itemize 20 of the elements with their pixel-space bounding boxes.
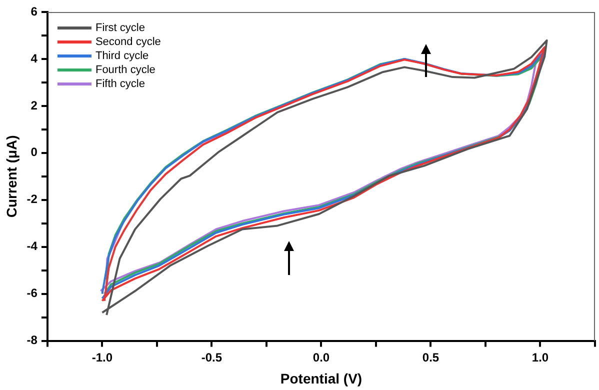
- x-tick-label: 0.5: [422, 350, 440, 364]
- x-tick-label: 0.0: [312, 350, 330, 364]
- legend-label: Second cycle: [95, 36, 161, 48]
- x-axis-title: Potential (V): [280, 370, 362, 386]
- y-axis-title: Current (μA): [3, 135, 20, 218]
- legend-label: Fifth cycle: [95, 78, 145, 90]
- y-tick-label: -4: [26, 239, 38, 254]
- y-tick-label: 2: [30, 98, 38, 112]
- y-tick-label: 4: [30, 51, 38, 66]
- y-tick-label: -2: [26, 192, 38, 206]
- y-tick-label: -6: [26, 286, 38, 300]
- x-tick-label: -1.0: [92, 350, 113, 364]
- y-tick-label: -8: [26, 333, 38, 348]
- legend-label: First cycle: [95, 22, 145, 34]
- x-tick-label: 1.0: [532, 350, 549, 364]
- legend-label: Fourth cycle: [95, 64, 156, 76]
- y-tick-label: 6: [30, 4, 38, 18]
- x-tick-label: -0.5: [201, 350, 222, 364]
- y-tick-label: 0: [30, 145, 38, 160]
- legend-label: Third cycle: [95, 50, 149, 62]
